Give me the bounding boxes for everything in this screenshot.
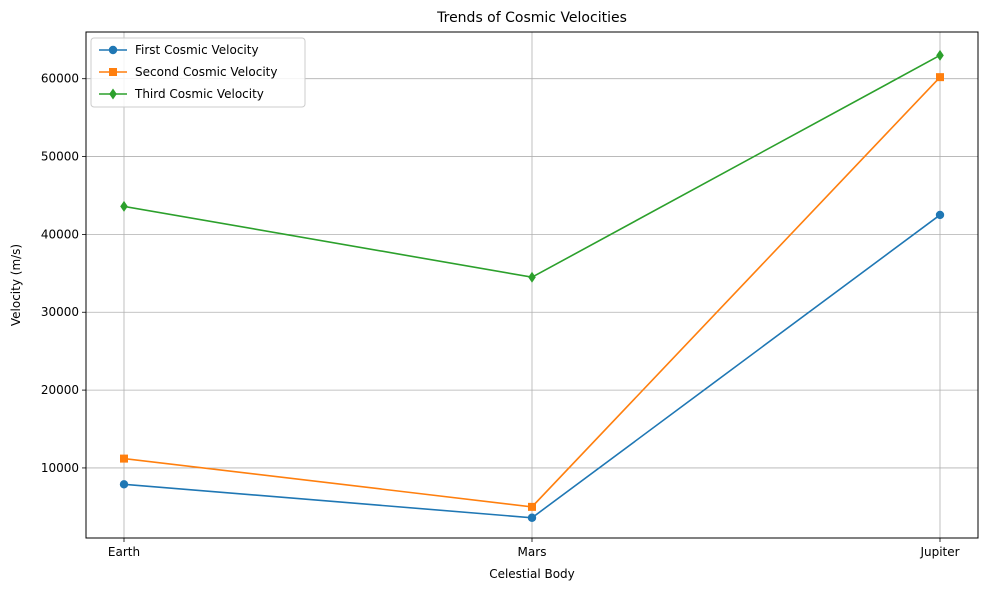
y-axis: 10000 20000 30000 40000 50000 60000	[41, 72, 86, 475]
legend-item: Third Cosmic Velocity	[99, 87, 264, 101]
x-tick-label: Earth	[108, 545, 140, 559]
y-tick-label: 10000	[41, 461, 79, 475]
x-axis: Earth Mars Jupiter	[108, 538, 960, 559]
legend-marker	[109, 68, 117, 76]
legend-marker	[108, 45, 118, 55]
chart-title: Trends of Cosmic Velocities	[436, 10, 627, 26]
legend-box	[90, 37, 306, 108]
data-point	[936, 49, 944, 61]
y-tick-label: 50000	[41, 150, 79, 164]
data-point	[120, 454, 128, 463]
data-point	[527, 513, 537, 522]
data-point	[119, 480, 129, 489]
x-axis-label: Celestial Body	[489, 567, 575, 581]
legend: First Cosmic Velocity Second Cosmic Veloc…	[90, 37, 306, 108]
y-tick-label: 60000	[41, 72, 79, 86]
legend-item: Second Cosmic Velocity	[99, 65, 277, 79]
data-point	[120, 200, 128, 212]
data-point	[936, 73, 944, 82]
legend-label: Third Cosmic Velocity	[134, 87, 264, 101]
series-third-cosmic-velocity	[120, 49, 944, 283]
legend-item: First Cosmic Velocity	[99, 43, 259, 57]
y-tick-label: 40000	[41, 227, 79, 241]
series-second-cosmic-velocity	[120, 73, 944, 511]
y-axis-label: Velocity (m/s)	[9, 244, 23, 326]
y-tick-label: 20000	[41, 383, 79, 397]
series-group	[119, 49, 945, 522]
series-first-cosmic-velocity	[119, 210, 945, 522]
data-point	[528, 271, 536, 283]
legend-label: First Cosmic Velocity	[135, 43, 259, 57]
data-point	[528, 502, 536, 511]
x-tick-label: Mars	[518, 545, 547, 559]
x-tick-label: Jupiter	[919, 545, 959, 559]
y-tick-label: 30000	[41, 305, 79, 319]
legend-label: Second Cosmic Velocity	[135, 65, 277, 79]
legend-marker	[109, 88, 117, 100]
data-point	[935, 210, 945, 220]
